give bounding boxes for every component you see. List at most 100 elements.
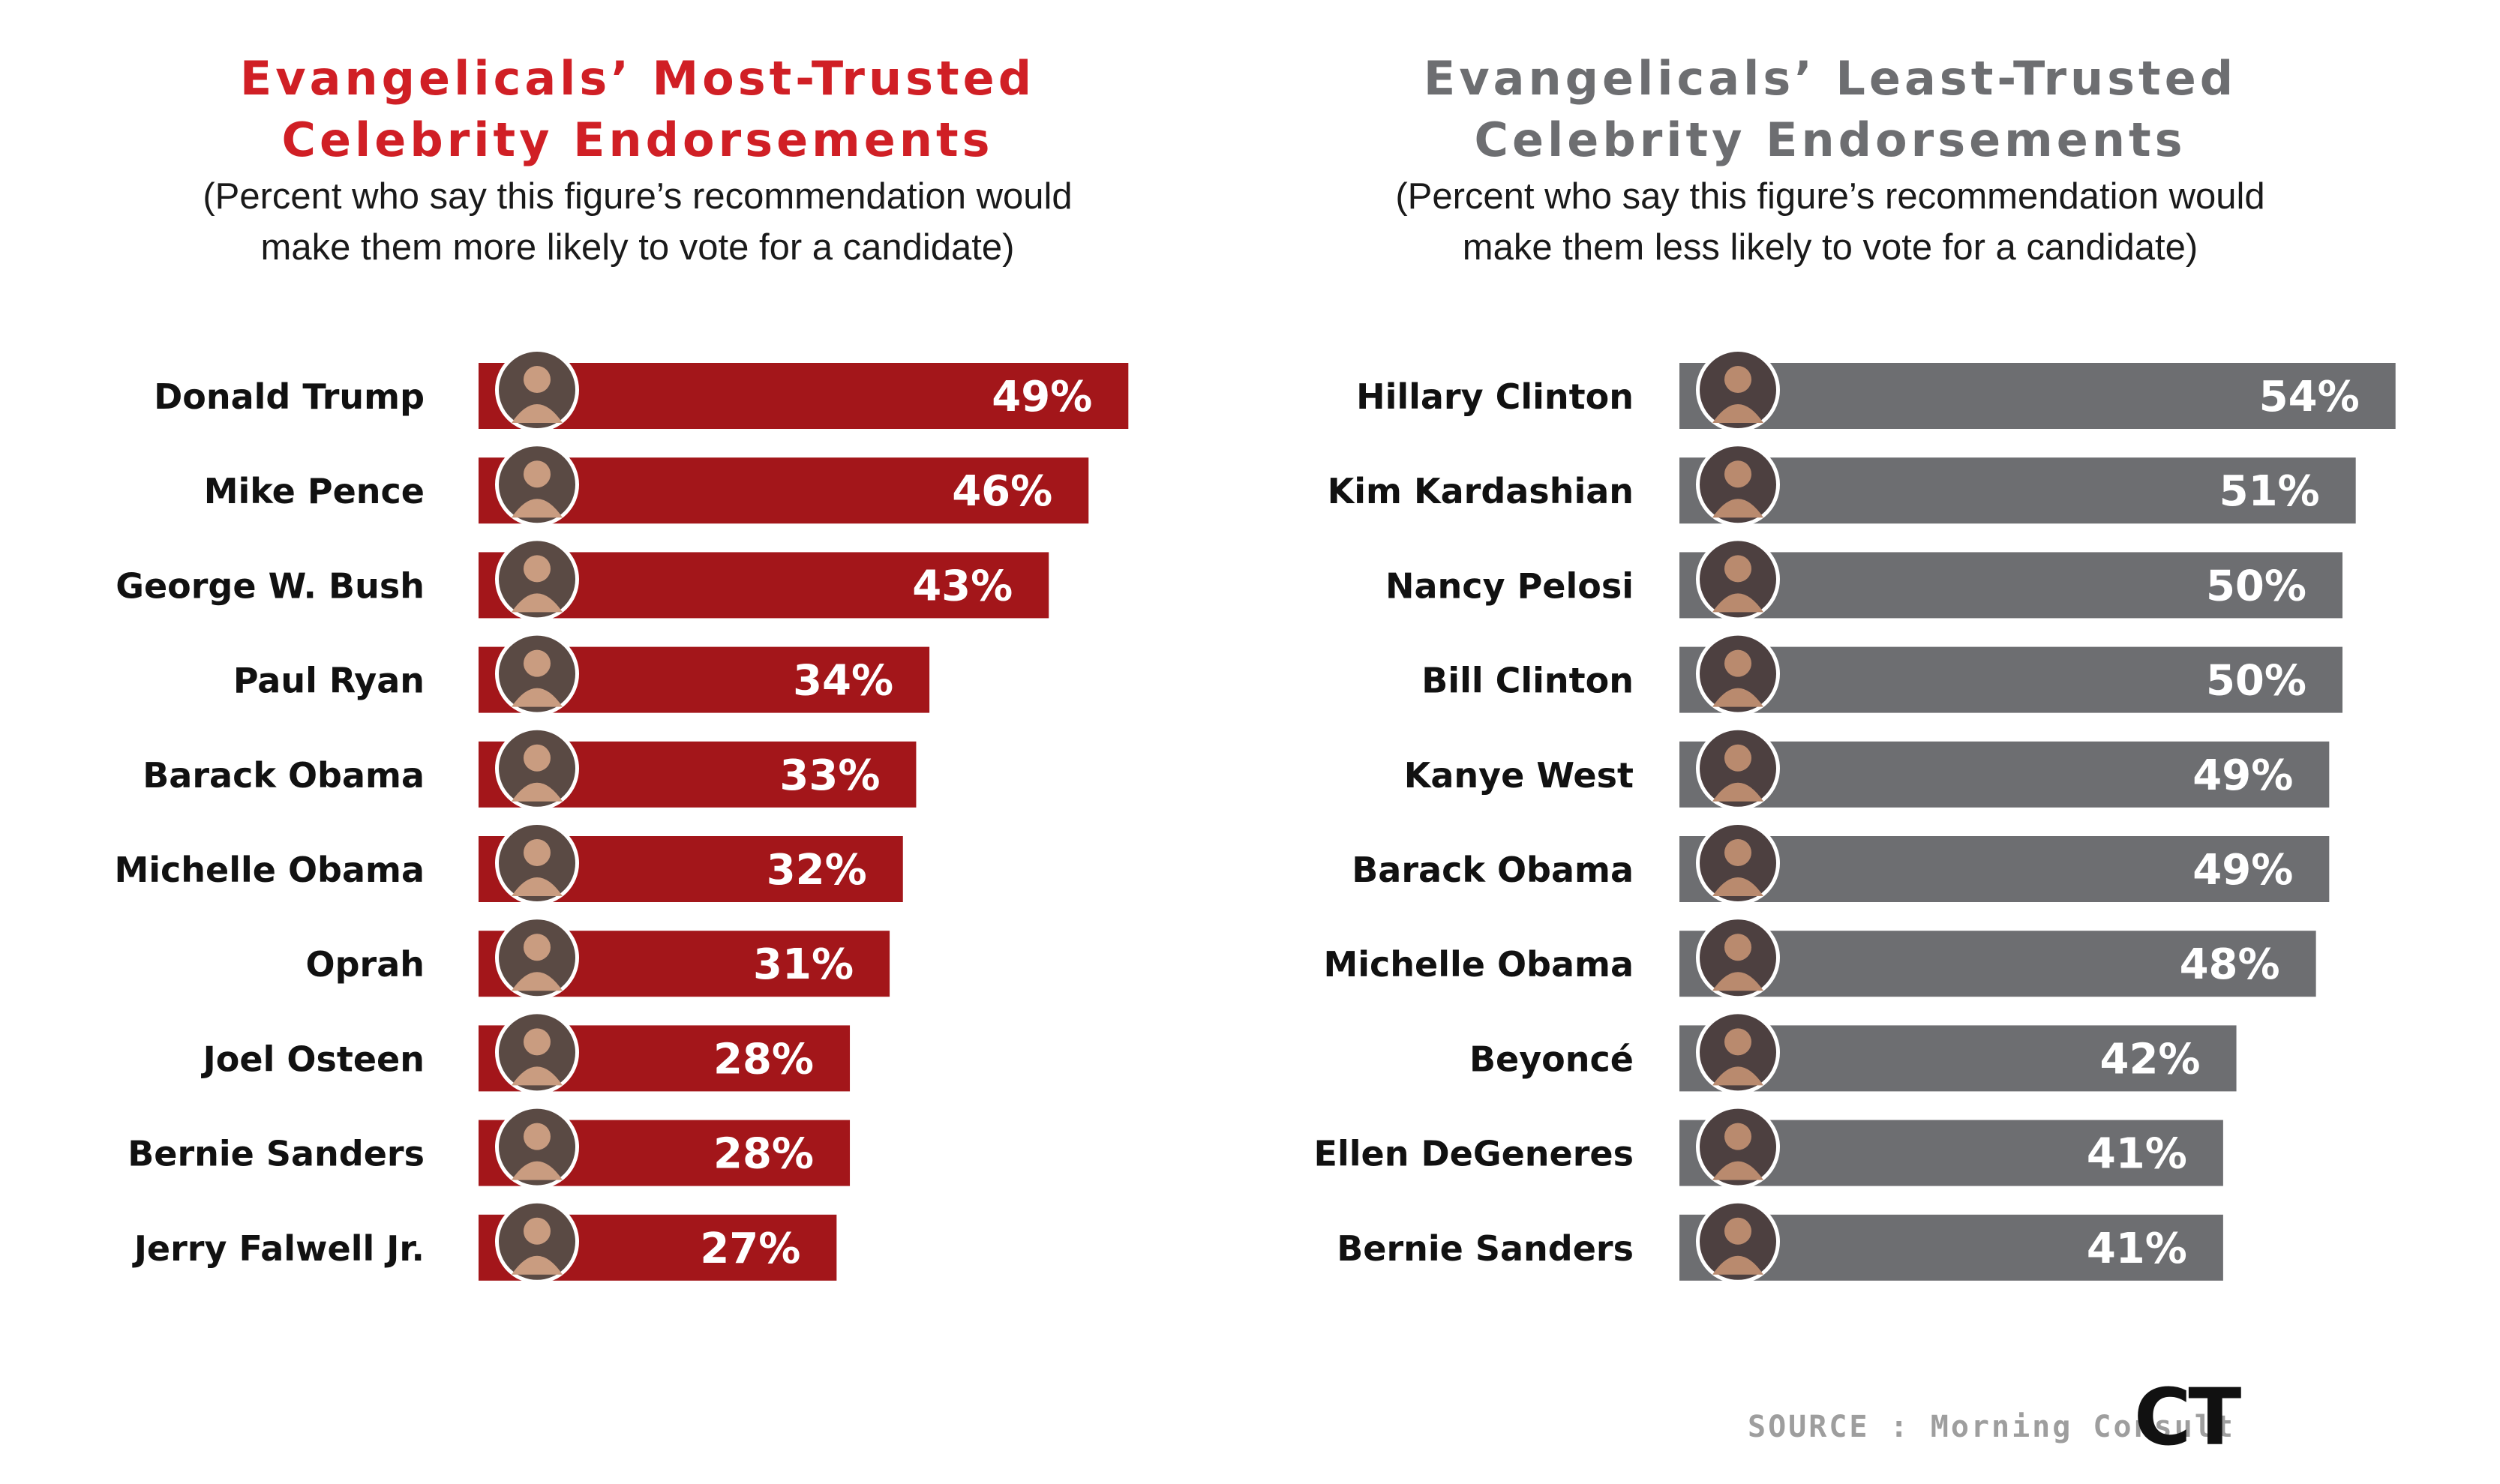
least-trusted-bar [1679,836,2330,902]
most-trusted-avatar-shoulders-icon [512,877,563,896]
least-trusted-category-label: Bill Clinton [1421,661,1634,701]
least-trusted-bar-row: Kim Kardashian 51% [1328,442,2356,527]
most-trusted-bar-row: Donald Trump 49% [154,348,1129,432]
least-trusted-avatar-shoulders-icon [1712,1255,1763,1275]
least-trusted-category-label: Kanye West [1404,755,1634,796]
most-trusted-value-label: 46% [952,467,1052,516]
most-trusted-bar-row: Bernie Sanders 28% [128,1105,851,1189]
most-trusted-avatar-head-icon [524,555,551,583]
most-trusted-bar-row: Paul Ryan 34% [233,631,930,716]
most-trusted-avatar-shoulders-icon [512,972,563,991]
least-trusted-bar [1679,363,2396,429]
least-trusted-category-label: Ellen DeGeneres [1314,1134,1634,1174]
least-trusted-category-label: Barack Obama [1352,850,1634,890]
most-trusted-avatar-shoulders-icon [512,688,563,707]
least-trusted-bar-row: Bernie Sanders 41% [1337,1199,2223,1284]
most-trusted-avatar-head-icon [524,649,551,677]
most-trusted-avatar-head-icon [524,366,551,393]
least-trusted-avatar-head-icon [1724,934,1751,961]
least-trusted-avatar-shoulders-icon [1712,499,1763,518]
left-subtitle-line-1: (Percent who say this figure’s recommend… [203,176,1073,217]
most-trusted-avatar-shoulders-icon [512,1161,563,1180]
least-trusted-bar-row: Kanye West 49% [1404,726,2330,811]
least-trusted-avatar-shoulders-icon [1712,1066,1763,1086]
least-trusted-value-label: 50% [2206,657,2306,706]
most-trusted-value-label: 43% [912,562,1013,610]
right-subtitle-line-1: (Percent who say this figure’s recommend… [1395,176,2265,217]
left-chart-subtitle: (Percent who say this figure’s recommend… [68,171,1208,273]
most-trusted-category-label: Barack Obama [143,755,425,796]
most-trusted-avatar-head-icon [524,934,551,961]
most-trusted-avatar-shoulders-icon [512,499,563,518]
right-title-line-1: Evangelicals’ Least-Trusted [1423,51,2237,106]
most-trusted-avatar-shoulders-icon [512,593,563,613]
least-trusted-bar-row: Nancy Pelosi 50% [1385,537,2342,622]
most-trusted-bar-row: Oprah 31% [305,916,890,1000]
most-trusted-value-label: 49% [992,373,1092,421]
right-chart-subtitle: (Percent who say this figure’s recommend… [1260,171,2400,273]
least-trusted-bar [1679,552,2342,619]
most-trusted-value-label: 31% [753,940,854,989]
least-trusted-category-label: Hillary Clinton [1356,376,1634,417]
most-trusted-avatar-shoulders-icon [512,1255,563,1275]
most-trusted-bar-chart: Donald Trump 49% Mike Pence 46% George W. Bu… [114,348,1129,1284]
least-trusted-avatar-head-icon [1724,366,1751,393]
most-trusted-category-label: Oprah [305,944,425,985]
most-trusted-bar-row: Joel Osteen 28% [201,1010,851,1095]
least-trusted-bar [1679,646,2342,713]
least-trusted-bar-row: Beyoncé 42% [1469,1010,2237,1095]
most-trusted-category-label: Donald Trump [154,376,425,417]
least-trusted-category-label: Bernie Sanders [1337,1228,1634,1269]
least-trusted-avatar-shoulders-icon [1712,688,1763,707]
least-trusted-value-label: 41% [2087,1225,2187,1273]
least-trusted-category-label: Kim Kardashian [1328,471,1634,511]
least-trusted-avatar-head-icon [1724,460,1751,488]
most-trusted-value-label: 27% [700,1225,800,1273]
most-trusted-bar-row: Michelle Obama 32% [114,821,903,905]
least-trusted-avatar-head-icon [1724,1123,1751,1150]
most-trusted-category-label: Paul Ryan [233,661,425,701]
most-trusted-category-label: George W. Bush [116,565,425,606]
source-note: SOURCE : Morning Consult [1748,1410,2235,1444]
least-trusted-bar-row: Michelle Obama 48% [1323,916,2316,1000]
most-trusted-avatar-shoulders-icon [512,782,563,802]
most-trusted-avatar-head-icon [524,839,551,866]
least-trusted-value-label: 41% [2087,1130,2187,1179]
most-trusted-value-label: 34% [793,657,893,706]
right-subtitle-line-2: make them less likely to vote for a cand… [1462,227,2198,268]
most-trusted-avatar-head-icon [524,1217,551,1245]
most-trusted-bar-row: Jerry Falwell Jr. 27% [132,1199,837,1284]
most-trusted-category-label: Michelle Obama [114,850,425,890]
least-trusted-category-label: Beyoncé [1469,1039,1634,1079]
left-title-line-2: Celebrity Endorsements [281,112,994,167]
most-trusted-category-label: Joel Osteen [201,1039,425,1079]
most-trusted-avatar-shoulders-icon [512,1066,563,1086]
least-trusted-avatar-shoulders-icon [1712,782,1763,802]
most-trusted-avatar-head-icon [524,744,551,772]
most-trusted-avatar-head-icon [524,1123,551,1150]
most-trusted-category-label: Bernie Sanders [128,1134,425,1174]
left-title-line-1: Evangelicals’ Most-Trusted [239,51,1036,106]
least-trusted-value-label: 42% [2100,1035,2201,1084]
right-chart-title: Evangelicals’ Least-Trusted Celebrity En… [1260,48,2400,171]
least-trusted-value-label: 48% [2180,940,2280,989]
least-trusted-avatar-head-icon [1724,839,1751,866]
most-trusted-avatar-head-icon [524,1028,551,1056]
least-trusted-avatar-shoulders-icon [1712,972,1763,991]
most-trusted-value-label: 32% [767,846,867,895]
least-trusted-bar [1679,457,2356,524]
most-trusted-bar [479,457,1089,524]
least-trusted-avatar-head-icon [1724,1217,1751,1245]
left-chart-title: Evangelicals’ Most-Trusted Celebrity End… [68,48,1208,171]
least-trusted-avatar-head-icon [1724,555,1751,583]
least-trusted-value-label: 49% [2192,751,2293,800]
least-trusted-value-label: 50% [2206,562,2306,610]
most-trusted-category-label: Mike Pence [204,471,425,511]
ct-logo: CT [2134,1372,2241,1463]
least-trusted-value-label: 51% [2219,467,2320,516]
least-trusted-category-label: Nancy Pelosi [1385,565,1634,606]
most-trusted-avatar-shoulders-icon [512,404,563,423]
most-trusted-avatar-head-icon [524,460,551,488]
